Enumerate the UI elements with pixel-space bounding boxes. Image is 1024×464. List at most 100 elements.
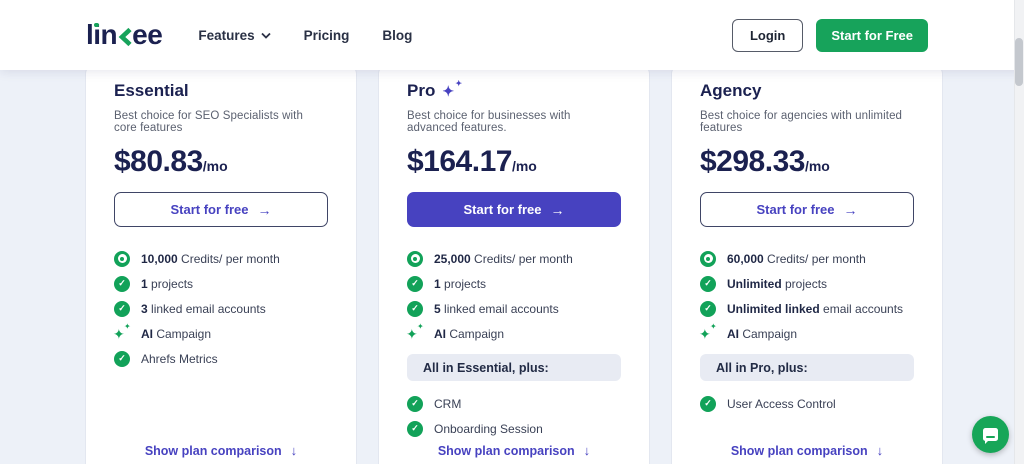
check-icon: ✓ xyxy=(407,420,423,437)
scrollbar-thumb[interactable] xyxy=(1015,38,1023,86)
plan-description: Best choice for businesses with advanced… xyxy=(407,110,571,134)
feature-item: ✓ Ahrefs Metrics xyxy=(114,346,328,371)
arrow-down-icon: ↓ xyxy=(290,443,298,458)
ai-sparkle-icon: ✦ ✦ xyxy=(699,321,717,342)
price-amount: $298.33 xyxy=(700,145,805,178)
pricing-cards: Essential Best choice for SEO Specialist… xyxy=(85,64,943,464)
arrow-right-icon: → xyxy=(550,201,565,218)
credits-icon xyxy=(700,250,716,267)
plan-price: $298.33 /mo xyxy=(700,145,914,179)
start-for-free-button[interactable]: Start for free → xyxy=(114,192,328,227)
feature-text: Unlimited linked email accounts xyxy=(727,301,904,316)
start-for-free-button[interactable]: Start for free → xyxy=(700,192,914,227)
plan-name: Pro ✦ ✦ xyxy=(407,79,463,100)
check-icon: ✓ xyxy=(407,275,423,292)
feature-item: ✓ Onboarding Session xyxy=(407,416,621,441)
price-amount: $164.17 xyxy=(407,145,512,178)
feature-item: ✓ Unlimited projects xyxy=(700,271,914,296)
chevron-down-icon xyxy=(260,32,271,39)
pricing-card: Pro ✦ ✦ Best choice for businesses with … xyxy=(378,64,650,464)
price-period: /mo xyxy=(511,158,537,174)
feature-item: ✓ 1 projects xyxy=(407,271,621,296)
logo[interactable]: lin ee xyxy=(86,19,163,51)
check-icon: ✓ xyxy=(407,300,423,317)
plan-description: Best choice for agencies with unlimited … xyxy=(700,110,903,134)
feature-text: 1 projects xyxy=(434,276,487,291)
nav-item-features[interactable]: Features xyxy=(198,28,271,43)
check-icon: ✓ xyxy=(700,300,716,317)
ai-sparkle-icon: ✦ ✦ xyxy=(406,321,424,342)
show-plan-comparison-link[interactable]: Show plan comparison ↓ xyxy=(730,443,884,458)
credits-icon xyxy=(407,250,423,267)
show-plan-comparison-link[interactable]: Show plan comparison ↓ xyxy=(144,443,298,458)
feature-text: 10,000 Credits/ per month xyxy=(141,251,280,266)
feature-item: ✓ 3 linked email accounts xyxy=(114,296,328,321)
chat-bubble-icon xyxy=(983,428,998,444)
nav-item-blog[interactable]: Blog xyxy=(382,27,413,43)
feature-text: Unlimited projects xyxy=(727,276,828,291)
logo-text-ee: ee xyxy=(132,19,163,50)
feature-text: 60,000 Credits/ per month xyxy=(727,251,866,266)
nav-item-pricing[interactable]: Pricing xyxy=(303,27,350,43)
sparkles-icon xyxy=(196,82,216,100)
ai-sparkle-icon: ✦ ✦ xyxy=(113,321,131,342)
check-icon: ✓ xyxy=(114,350,130,367)
nav-links: Features Pricing Blog xyxy=(198,28,412,43)
price-period: /mo xyxy=(804,158,830,174)
scrollbar-track xyxy=(1014,0,1024,464)
feature-text: Onboarding Session xyxy=(434,421,543,436)
feature-item: ✦ ✦ AI Campaign xyxy=(406,321,621,346)
all-in-plus-banner: All in Pro, plus: xyxy=(700,354,914,381)
feature-item: ✓ CRM xyxy=(407,391,621,416)
nav-actions: Login Start for Free xyxy=(731,18,928,52)
feature-item: ✓ 1 projects xyxy=(114,271,328,296)
feature-list: 60,000 Credits/ per month ✓ Unlimited proj… xyxy=(699,246,914,416)
check-icon: ✓ xyxy=(407,395,423,412)
price-amount: $80.83 xyxy=(114,145,203,178)
feature-list: 10,000 Credits/ per month ✓ 1 projects ✓ 3 l… xyxy=(113,246,328,371)
start-for-free-button[interactable]: Start for free → xyxy=(407,192,621,227)
check-icon: ✓ xyxy=(114,275,130,292)
plan-price: $80.83 /mo xyxy=(114,145,328,179)
sparkles-icon: ✦ ✦ xyxy=(442,79,463,99)
feature-text: 3 linked email accounts xyxy=(141,301,266,316)
login-button[interactable]: Login xyxy=(731,18,804,52)
logo-chevron-icon xyxy=(118,27,132,46)
feature-text: AI Campaign xyxy=(727,326,798,341)
check-icon: ✓ xyxy=(114,300,130,317)
arrow-down-icon: ↓ xyxy=(583,443,591,458)
all-in-plus-banner: All in Essential, plus: xyxy=(407,354,621,381)
arrow-down-icon: ↓ xyxy=(876,443,884,458)
sparkles-icon xyxy=(768,82,788,100)
navbar: lin ee Features Pricing Blog Login Start… xyxy=(0,0,1024,70)
feature-item: ✦ ✦ AI Campaign xyxy=(113,321,328,346)
feature-item: ✓ User Access Control xyxy=(700,391,914,416)
feature-list: 25,000 Credits/ per month ✓ 1 projects ✓ 5 l… xyxy=(406,246,621,441)
feature-text: AI Campaign xyxy=(141,326,212,341)
feature-item: ✦ ✦ AI Campaign xyxy=(699,321,914,346)
feature-item: ✓ 5 linked email accounts xyxy=(407,296,621,321)
feature-item: 60,000 Credits/ per month xyxy=(700,246,914,271)
feature-text: Ahrefs Metrics xyxy=(141,351,218,366)
check-icon: ✓ xyxy=(700,275,716,292)
show-plan-comparison-link[interactable]: Show plan comparison ↓ xyxy=(437,443,591,458)
plan-description: Best choice for SEO Specialists with cor… xyxy=(114,110,303,134)
feature-text: 1 projects xyxy=(141,276,194,291)
check-icon: ✓ xyxy=(700,395,716,412)
feature-text: User Access Control xyxy=(727,396,836,411)
arrow-right-icon: → xyxy=(257,201,272,218)
pricing-card: Agency Best choice for agencies with unl… xyxy=(671,64,943,464)
feature-item: 10,000 Credits/ per month xyxy=(114,246,328,271)
feature-item: ✓ Unlimited linked email accounts xyxy=(700,296,914,321)
plan-name: Essential xyxy=(114,81,328,101)
feature-text: 5 linked email accounts xyxy=(434,301,559,316)
feature-text: CRM xyxy=(434,396,462,411)
chat-launcher-button[interactable] xyxy=(972,416,1009,453)
plan-price: $164.17 /mo xyxy=(407,145,621,179)
feature-text: 25,000 Credits/ per month xyxy=(434,251,573,266)
feature-item: 25,000 Credits/ per month xyxy=(407,246,621,271)
start-for-free-nav-button[interactable]: Start for Free xyxy=(816,18,928,52)
price-period: /mo xyxy=(202,158,228,174)
pricing-card: Essential Best choice for SEO Specialist… xyxy=(85,64,357,464)
feature-text: AI Campaign xyxy=(434,326,505,341)
